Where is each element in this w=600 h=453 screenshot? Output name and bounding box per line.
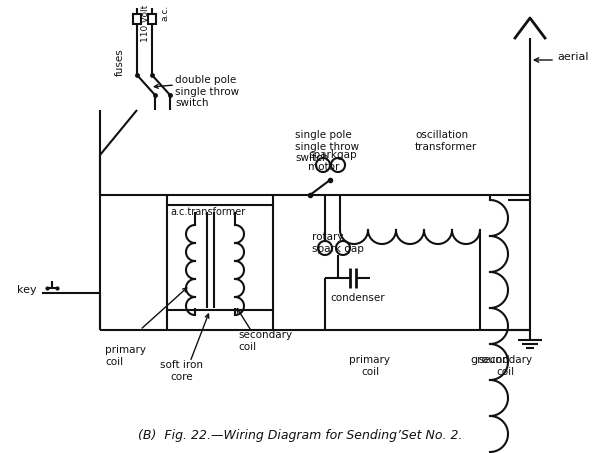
Text: a.c.: a.c.	[160, 5, 169, 21]
Text: (B)  Fig. 22.—Wiring Diagram for Sending’Set No. 2.: (B) Fig. 22.—Wiring Diagram for Sending’…	[138, 429, 462, 442]
Text: secondary
coil: secondary coil	[478, 355, 532, 376]
Text: fuses: fuses	[115, 48, 125, 76]
Text: aerial: aerial	[557, 52, 589, 62]
Text: soft iron
core: soft iron core	[161, 360, 203, 381]
Bar	[148, 14, 156, 24]
Text: ground: ground	[470, 355, 510, 365]
Text: key: key	[17, 285, 37, 295]
Text: secondary
coil: secondary coil	[238, 330, 292, 352]
Text: 110 volt: 110 volt	[140, 5, 149, 42]
Bar	[133, 14, 141, 24]
Text: a.c.transformer: a.c.transformer	[170, 207, 245, 217]
Text: condenser: condenser	[330, 293, 385, 303]
Text: double pole
single throw
switch: double pole single throw switch	[175, 75, 239, 108]
Text: primary
coil: primary coil	[349, 355, 391, 376]
Text: rotary
spark gap: rotary spark gap	[312, 232, 364, 254]
Text: primary
coil: primary coil	[105, 345, 146, 366]
Text: sparkgap
motor: sparkgap motor	[308, 150, 356, 172]
Bar	[167, 205, 273, 310]
Text: oscillation
transformer: oscillation transformer	[415, 130, 477, 152]
Text: single pole
single throw
switch: single pole single throw switch	[295, 130, 359, 163]
